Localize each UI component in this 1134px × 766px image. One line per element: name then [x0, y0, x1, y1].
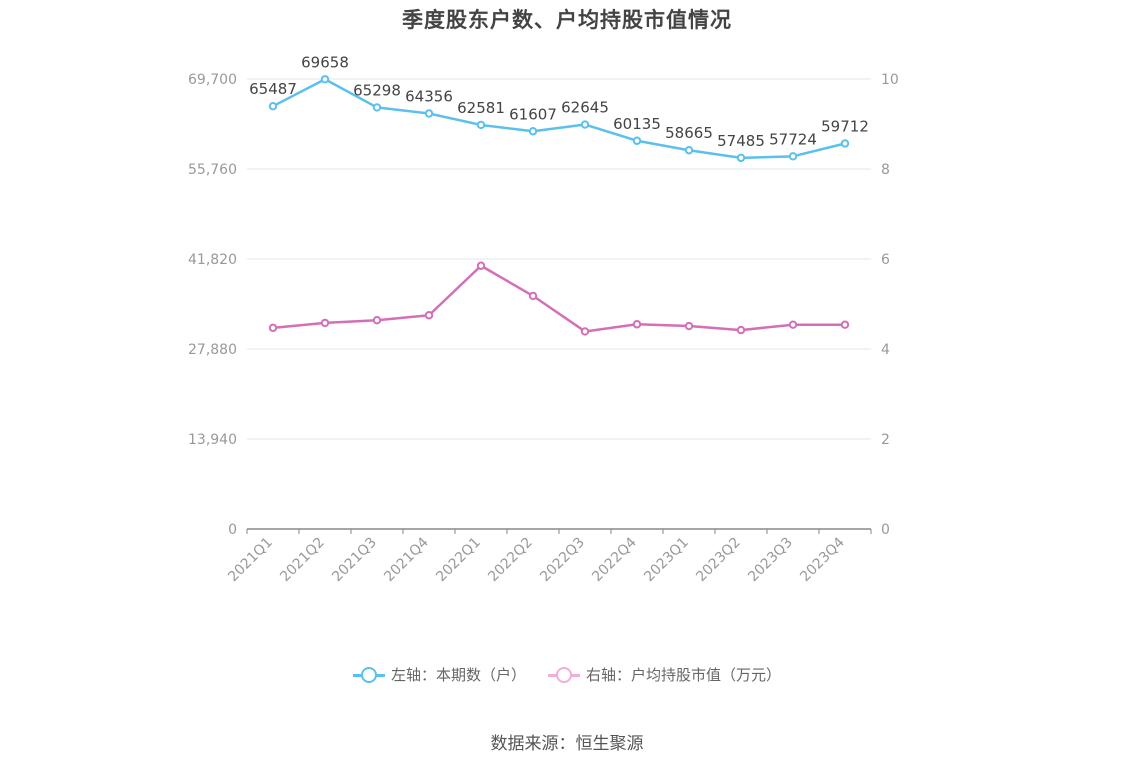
data-label: 59712	[821, 117, 869, 135]
left-axis-tick-label: 0	[228, 522, 237, 538]
data-point-shareholders	[632, 136, 642, 145]
x-axis-category-label: 2022Q2	[485, 535, 536, 586]
data-label: 65298	[353, 81, 401, 99]
data-label: 62645	[561, 99, 609, 117]
data-label: 60135	[613, 115, 661, 133]
data-point-avg-holding-value	[476, 261, 486, 270]
right-axis-tick-label: 10	[881, 72, 899, 88]
data-label: 65487	[249, 80, 297, 98]
left-axis-tick-label: 27,880	[188, 342, 237, 358]
x-axis-category-label: 2022Q4	[589, 534, 640, 585]
data-point-shareholders	[268, 102, 278, 111]
data-point-shareholders	[372, 103, 382, 112]
data-point-avg-holding-value	[580, 327, 590, 336]
legend-right-marker-icon	[548, 666, 580, 683]
x-axis-category-label: 2021Q2	[277, 535, 328, 586]
left-axis-tick-label: 41,820	[188, 252, 237, 268]
data-point-avg-holding-value	[372, 316, 382, 325]
legend-left-label: 左轴：本期数（户）	[390, 666, 526, 684]
chart-title: 季度股东户数、户均持股市值情况	[402, 8, 732, 32]
right-axis-tick-label: 8	[881, 162, 890, 178]
data-label: 69658	[301, 53, 349, 71]
data-label: 62581	[457, 99, 505, 117]
data-point-avg-holding-value	[632, 320, 642, 329]
data-point-avg-holding-value	[528, 291, 538, 301]
data-label: 58665	[665, 124, 713, 142]
x-axis-category-label: 2023Q3	[745, 535, 796, 586]
legend-item-left[interactable]: 左轴：本期数（户）	[352, 664, 526, 685]
series-line-avg-holding-value	[272, 264, 845, 333]
data-label: 57485	[717, 132, 765, 150]
data-point-shareholders	[528, 127, 538, 136]
data-point-shareholders	[788, 152, 798, 161]
data-point-avg-holding-value	[788, 320, 798, 329]
data-point-avg-holding-value	[840, 320, 850, 329]
right-axis-tick-label: 6	[881, 252, 890, 268]
data-point-avg-holding-value	[736, 325, 746, 335]
x-axis-category-label: 2023Q4	[797, 534, 848, 585]
data-label: 57724	[769, 130, 817, 148]
legend-right-label: 右轴：户均持股市值（万元）	[586, 666, 782, 684]
series-line-shareholders	[272, 78, 846, 160]
data-point-shareholders	[580, 120, 590, 129]
data-point-shareholders	[476, 120, 486, 130]
x-axis-category-label: 2022Q3	[537, 535, 588, 586]
right-axis-tick-label: 2	[881, 432, 890, 448]
data-point-avg-holding-value	[320, 318, 330, 328]
data-point-shareholders	[684, 146, 694, 155]
left-axis-tick-label: 55,760	[188, 162, 237, 178]
x-axis-category-label: 2021Q4	[381, 534, 432, 585]
x-axis-category-label: 2022Q1	[433, 535, 484, 586]
data-source: 数据来源：恒生聚源	[490, 734, 644, 754]
data-point-avg-holding-value	[268, 323, 278, 333]
data-label: 61607	[509, 105, 557, 123]
data-point-shareholders	[736, 153, 746, 163]
right-axis-tick-label: 4	[881, 342, 890, 358]
data-point-shareholders	[320, 75, 330, 84]
x-axis-category-label: 2021Q3	[329, 535, 380, 586]
data-point-shareholders	[424, 109, 434, 118]
right-axis-tick-label: 0	[881, 522, 890, 538]
x-axis-category-label: 2023Q1	[641, 535, 692, 586]
data-point-avg-holding-value	[424, 311, 434, 320]
legend-left-marker-icon	[352, 666, 385, 683]
left-axis-tick-label: 13,940	[188, 432, 237, 448]
data-point-avg-holding-value	[684, 321, 694, 331]
data-label: 64356	[405, 88, 453, 106]
legend-item-right[interactable]: 右轴：户均持股市值（万元）	[548, 664, 781, 685]
x-axis-category-label: 2023Q2	[693, 535, 744, 586]
left-axis-tick-label: 69,700	[188, 72, 237, 88]
x-axis-category-label: 2021Q1	[225, 535, 276, 586]
data-point-shareholders	[840, 139, 850, 148]
legend: 左轴：本期数（户） 右轴：户均持股市值（万元）	[0, 664, 1134, 685]
